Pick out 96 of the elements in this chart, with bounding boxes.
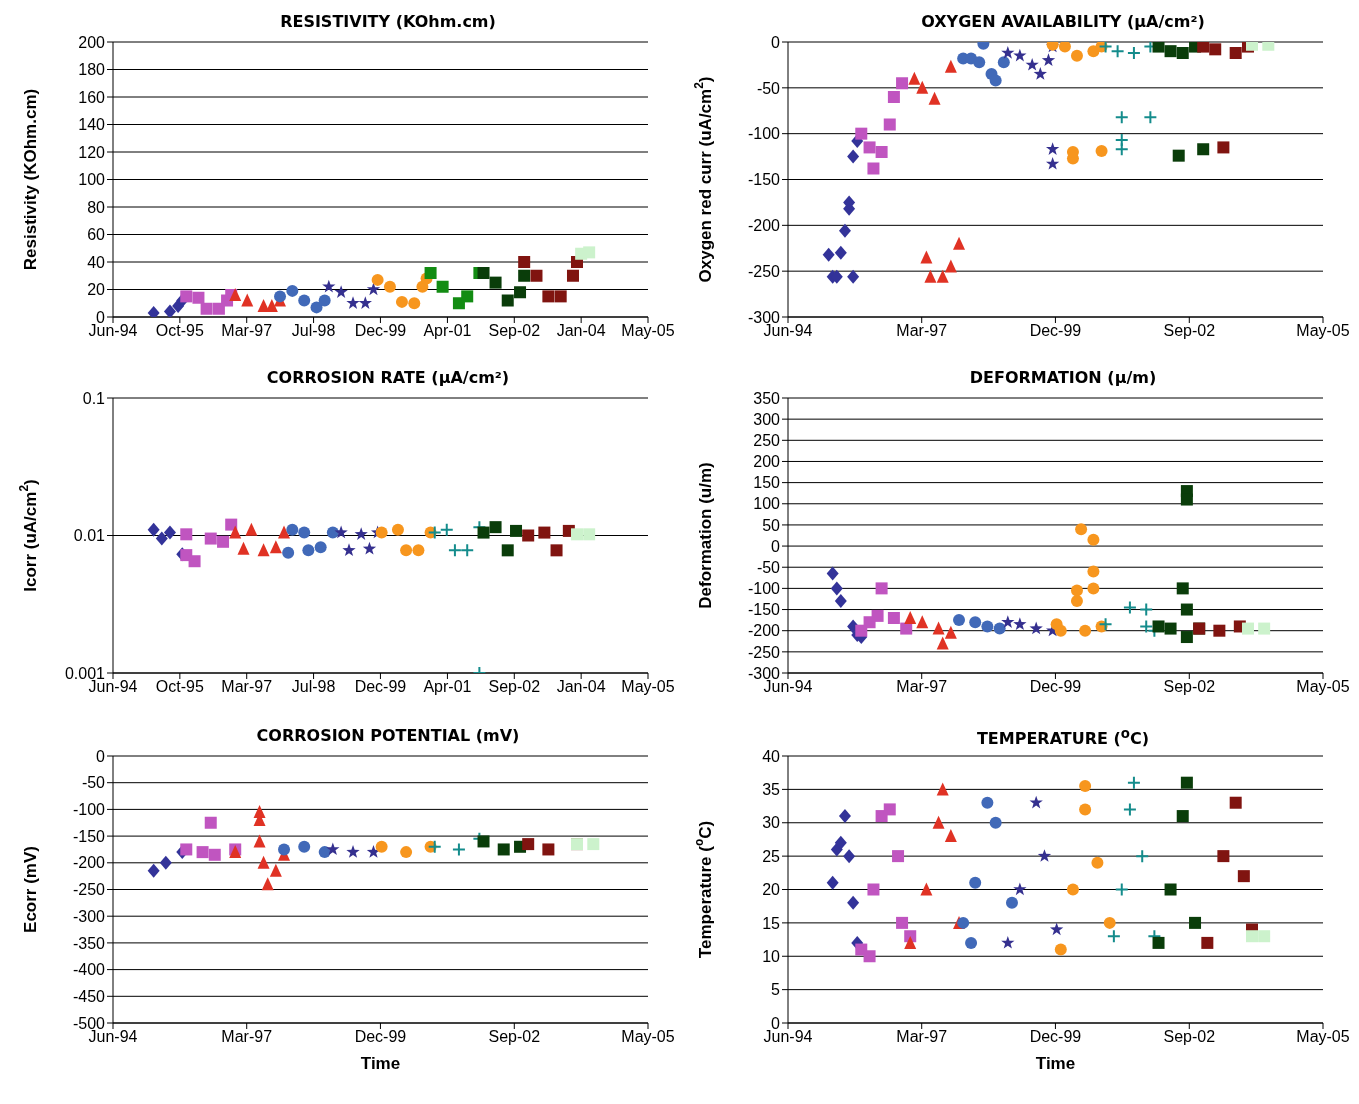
- y-tick-label: -200: [72, 854, 106, 872]
- y-tick-label: 0.01: [73, 527, 106, 545]
- y-tick-label: 20: [87, 281, 106, 299]
- y-tick-label: 160: [78, 88, 106, 106]
- chart-title: CORROSION RATE (µA/cm²): [265, 368, 511, 389]
- x-tick-label: Mar-97: [896, 1028, 948, 1046]
- y-tick-label: 20: [762, 881, 781, 899]
- x-tick-label: Jan-04: [556, 322, 606, 340]
- y-tick-label: -250: [747, 262, 781, 280]
- y-tick-label: 25: [762, 847, 781, 865]
- y-tick-label: 0: [771, 537, 781, 555]
- x-tick-label: Mar-97: [221, 322, 273, 340]
- y-tick-label: 100: [753, 495, 781, 513]
- y-tick-label: 180: [78, 61, 106, 79]
- y-tick-label: -150: [747, 171, 781, 189]
- y-tick-label: 0.1: [82, 389, 106, 407]
- x-tick-label: May-05: [621, 322, 675, 340]
- y-tick-label: 50: [762, 516, 781, 534]
- x-tick-label: Jul-98: [291, 322, 336, 340]
- x-tick-label: Oct-95: [155, 322, 204, 340]
- x-tick-label: Mar-97: [896, 322, 948, 340]
- x-tick-label: May-05: [1296, 1028, 1350, 1046]
- x-tick-label: Dec-99: [1029, 678, 1082, 696]
- x-tick-label: Oct-95: [155, 678, 204, 696]
- y-tick-label: 200: [753, 453, 781, 471]
- y-tick-label: -200: [747, 622, 781, 640]
- y-tick-label: 150: [753, 474, 781, 492]
- x-tick-label: Mar-97: [221, 1028, 273, 1046]
- x-tick-label: May-05: [1296, 322, 1350, 340]
- y-tick-label: -150: [747, 601, 781, 619]
- x-tick-label: Jun-94: [88, 678, 138, 696]
- y-tick-label: -350: [72, 934, 106, 952]
- x-tick-label: Apr-01: [423, 322, 472, 340]
- x-tick-label: Jan-04: [556, 678, 606, 696]
- y-tick-label: -50: [81, 774, 106, 792]
- x-tick-label: May-05: [621, 678, 675, 696]
- x-tick-label: Mar-97: [221, 678, 273, 696]
- x-tick-label: Sep-02: [488, 1028, 541, 1046]
- y-axis-title: Ecorr (mV): [21, 846, 41, 933]
- x-tick-label: Apr-01: [423, 678, 472, 696]
- y-tick-label: -50: [756, 79, 781, 97]
- chart-title: OXYGEN AVAILABILITY (µA/cm²): [920, 12, 1206, 33]
- y-tick-label: 250: [753, 431, 781, 449]
- y-tick-label: 140: [78, 116, 106, 134]
- x-tick-label: Jul-98: [291, 678, 336, 696]
- y-axis-title: Resistivity (KOhm.cm): [21, 88, 41, 271]
- y-tick-label: 100: [78, 171, 106, 189]
- chart-title: TEMPERATURE ($^{o}$C): [975, 726, 1151, 749]
- y-tick-label: 0: [96, 747, 106, 765]
- y-tick-label: 350: [753, 389, 781, 407]
- y-tick-label: 0: [771, 33, 781, 51]
- y-tick-label: 80: [87, 198, 106, 216]
- y-tick-label: 300: [753, 410, 781, 428]
- y-tick-label: -400: [72, 961, 106, 979]
- y-tick-label: -150: [72, 827, 106, 845]
- x-tick-label: Dec-99: [1029, 322, 1082, 340]
- chart-title: RESISTIVITY (KOhm.cm): [279, 12, 497, 33]
- y-tick-label: -100: [747, 580, 781, 598]
- y-tick-label: 120: [78, 143, 106, 161]
- chart-title: DEFORMATION (µ/m): [968, 368, 1158, 389]
- x-tick-label: Sep-02: [488, 322, 541, 340]
- x-tick-label: May-05: [621, 1028, 675, 1046]
- x-tick-label: Jun-94: [763, 322, 813, 340]
- y-tick-label: 30: [762, 814, 781, 832]
- y-tick-label: 15: [762, 914, 781, 932]
- x-tick-label: Dec-99: [354, 678, 407, 696]
- y-tick-label: -250: [72, 881, 106, 899]
- y-tick-label: -100: [72, 801, 106, 819]
- y-tick-label: 40: [762, 747, 781, 765]
- x-tick-label: Jun-94: [763, 678, 813, 696]
- y-tick-label: 10: [762, 947, 781, 965]
- x-tick-label: Dec-99: [1029, 1028, 1082, 1046]
- x-tick-label: Sep-02: [488, 678, 541, 696]
- x-axis-title: Time: [1035, 1054, 1076, 1073]
- y-tick-label: -50: [756, 558, 781, 576]
- x-tick-label: Sep-02: [1163, 678, 1216, 696]
- x-axis-title: Time: [360, 1054, 401, 1073]
- y-tick-label: -100: [747, 125, 781, 143]
- x-tick-label: Sep-02: [1163, 1028, 1216, 1046]
- y-tick-label: -200: [747, 217, 781, 235]
- x-tick-label: Dec-99: [354, 322, 407, 340]
- y-tick-label: -300: [72, 907, 106, 925]
- y-tick-label: 40: [87, 253, 106, 271]
- x-tick-label: Jun-94: [88, 1028, 138, 1046]
- x-tick-label: Dec-99: [354, 1028, 407, 1046]
- y-tick-label: -250: [747, 643, 781, 661]
- x-tick-label: Sep-02: [1163, 322, 1216, 340]
- y-tick-label: 5: [771, 981, 781, 999]
- x-tick-label: Mar-97: [896, 678, 948, 696]
- y-axis-title: Deformation (u/m): [696, 462, 716, 609]
- chart-title: CORROSION POTENTIAL (mV): [255, 726, 521, 747]
- y-tick-label: 60: [87, 226, 106, 244]
- x-tick-label: May-05: [1296, 678, 1350, 696]
- y-tick-label: 35: [762, 781, 781, 799]
- y-tick-label: -450: [72, 987, 106, 1005]
- y-tick-label: 200: [78, 33, 106, 51]
